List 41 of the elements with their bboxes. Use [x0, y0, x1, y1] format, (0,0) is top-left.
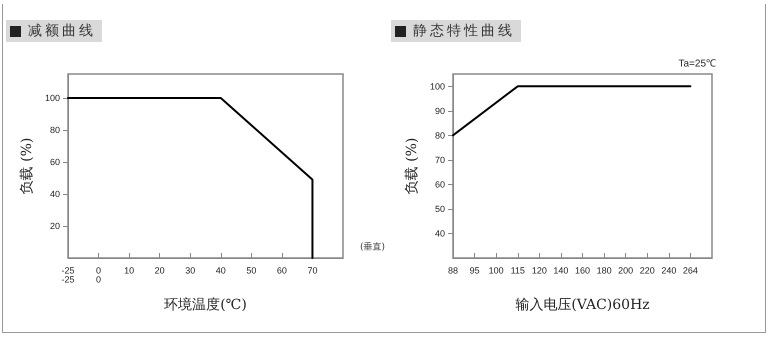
y-tick-label: 20 — [50, 221, 60, 231]
chart-title: 静态特性曲线 — [413, 22, 515, 40]
x-tick-label: 60 — [276, 266, 287, 276]
x-tick-label: 88 — [448, 266, 458, 276]
x-tick-label: 240 — [661, 266, 676, 276]
y-tick-label: 40 — [434, 228, 445, 238]
y-tick-label: 90 — [434, 106, 445, 116]
x-tick-label: 40 — [216, 266, 226, 276]
chart-title: 减额曲线 — [28, 22, 96, 40]
text: Ta=25℃ — [678, 58, 716, 70]
x-tick-label: 30 — [185, 266, 196, 276]
x-axis-title: 环境温度(℃) — [164, 297, 247, 313]
x-tick-label: 50 — [246, 266, 256, 276]
x-tick-label: 120 — [532, 266, 547, 276]
x-tick-label: 95 — [470, 266, 480, 276]
x-tick-label: 10 — [124, 266, 134, 276]
y-tick-label: 60 — [434, 179, 445, 190]
x-tick-label: 0 0 — [96, 266, 102, 284]
x-tick-label: 200 — [618, 266, 634, 276]
x-tick-label: 20 — [154, 266, 165, 276]
y-tick-label: 100 — [430, 81, 445, 92]
x-tick-label: 264 — [682, 266, 698, 276]
x-tick-label: 100 — [488, 266, 504, 276]
text: (垂直) — [360, 242, 386, 252]
x-tick-label: 140 — [553, 266, 568, 276]
y-tick-label: 80 — [50, 125, 60, 135]
x-tick-label: -25 -25 — [61, 266, 75, 284]
x-tick-label: 70 — [307, 266, 318, 276]
y-axis-title: 负载 (%) — [404, 138, 420, 194]
x-tick-label: 220 — [640, 266, 655, 276]
x-axis-title: 输入电压(VAC)60Hz — [515, 297, 650, 313]
x-tick-label: 180 — [596, 266, 612, 276]
y-tick-label: 80 — [434, 130, 445, 140]
x-tick-label: 160 — [574, 266, 590, 276]
x-tick-label: 115 — [510, 266, 525, 276]
y-tick-label: 60 — [50, 157, 60, 167]
y-tick-label: 70 — [434, 154, 445, 165]
y-tick-label: 100 — [44, 93, 60, 103]
y-axis-title: 负载 (%) — [19, 138, 35, 194]
y-tick-label: 40 — [50, 189, 60, 199]
y-tick-label: 50 — [434, 204, 445, 214]
